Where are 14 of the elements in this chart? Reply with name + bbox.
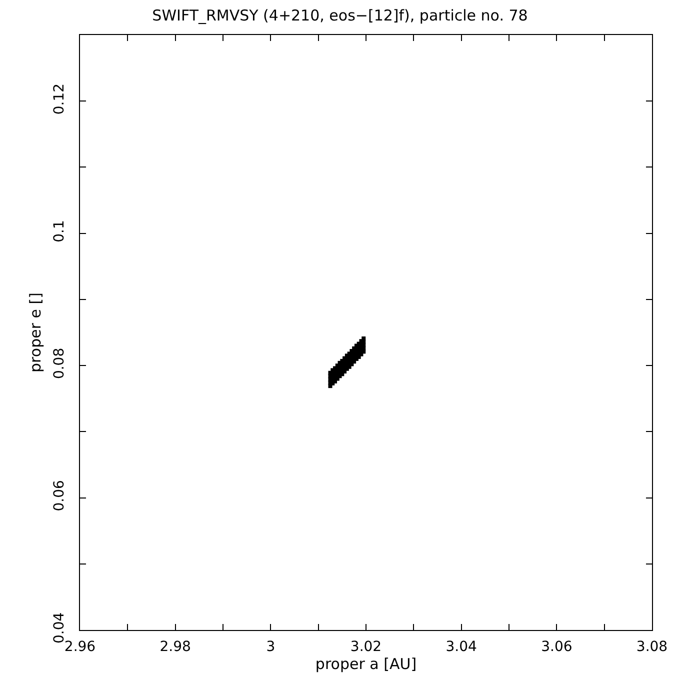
x-tick-label: 3.04 — [446, 638, 478, 655]
x-tick-label: 3.08 — [636, 638, 668, 655]
y-axis-title: proper e [] — [26, 292, 45, 372]
y-tick-label: 0.06 — [51, 480, 68, 512]
x-tick-label: 3 — [266, 638, 276, 655]
y-tick-label: 0.08 — [51, 348, 68, 380]
x-tick-label: 2.98 — [160, 638, 191, 655]
chart-title: SWIFT_RMVSY (4+210, eos−[12]f), particle no. 78 — [152, 6, 528, 25]
x-tick-label: 2.96 — [64, 638, 96, 655]
y-tick-label: 0.12 — [51, 83, 68, 115]
x-tick-label: 3.06 — [541, 638, 572, 655]
x-axis-title: proper a [AU] — [315, 654, 417, 673]
y-tick-label: 0.1 — [51, 220, 68, 242]
x-tick-label: 3.02 — [350, 638, 382, 655]
